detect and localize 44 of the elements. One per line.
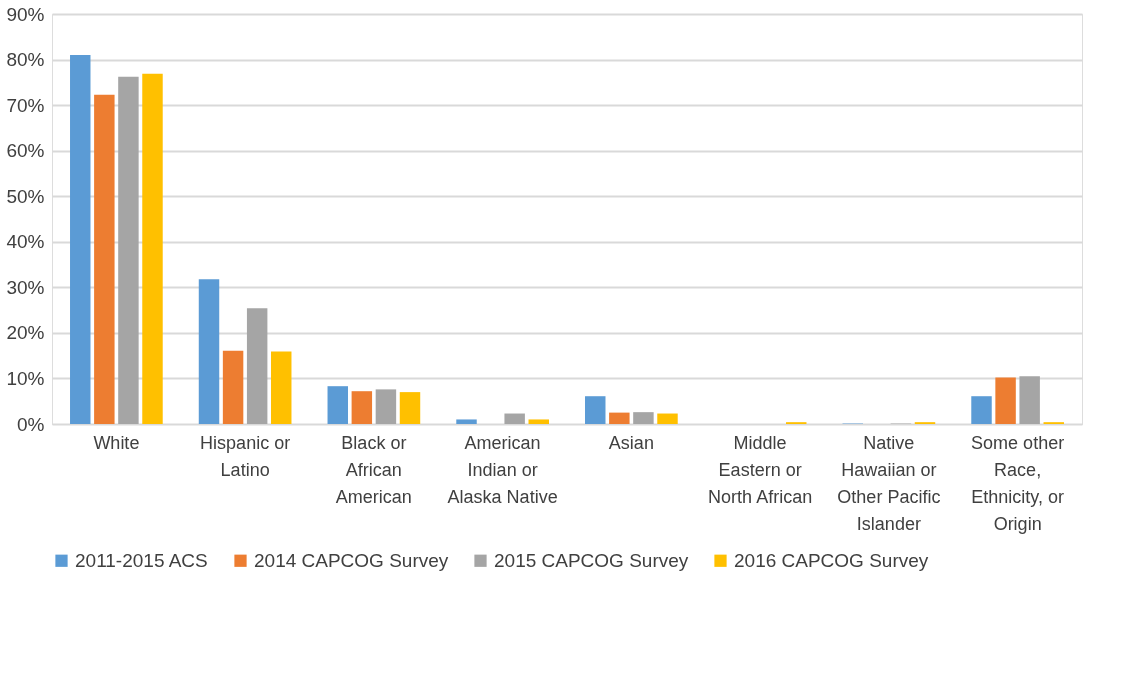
legend-label: 2015 CAPCOG Survey	[494, 549, 689, 571]
bar	[118, 76, 139, 424]
y-tick-label: 70%	[6, 94, 45, 116]
bar	[971, 396, 992, 424]
y-tick-label: 0%	[17, 413, 45, 435]
bar	[995, 377, 1016, 424]
bar	[456, 419, 477, 424]
x-tick-label: Some other Race, Ethnicity, or Origin	[971, 432, 1065, 534]
legend-label: 2011-2015 ACS	[75, 549, 208, 571]
x-tick-label: Middle Eastern or North African	[708, 432, 813, 507]
bar	[271, 351, 292, 424]
bar	[351, 391, 373, 424]
x-tick-label: White	[93, 432, 140, 453]
bar	[375, 389, 397, 424]
bar	[528, 419, 549, 424]
bar	[198, 279, 220, 424]
legend-label: 2016 CAPCOG Survey	[734, 549, 929, 571]
bar	[504, 413, 525, 424]
y-tick-label: 30%	[6, 276, 45, 298]
y-tick-label: 20%	[6, 322, 45, 344]
bar	[633, 412, 654, 424]
x-tick-label: Hispanic or Latino	[200, 432, 291, 480]
y-tick-label: 80%	[6, 49, 45, 71]
legend-label: 2014 CAPCOG Survey	[254, 549, 449, 571]
y-tick-label: 10%	[6, 367, 45, 389]
bar	[142, 73, 163, 424]
y-tick-label: 90%	[6, 3, 45, 25]
bar	[609, 412, 630, 424]
bar	[327, 386, 348, 424]
bar	[657, 413, 678, 424]
y-tick-label: 40%	[6, 231, 45, 253]
x-tick-label: Asian	[608, 432, 654, 453]
x-tick-label: Black or African American	[335, 432, 412, 507]
y-tick-label: 60%	[6, 140, 45, 162]
x-tick-label: Native Hawaiian or Other Pacific Islander	[837, 432, 941, 534]
bar	[399, 392, 421, 424]
bar	[94, 94, 115, 424]
bar	[222, 350, 244, 424]
bar	[246, 308, 268, 424]
bar	[1019, 376, 1040, 424]
bar	[70, 55, 91, 424]
x-tick-label: American Indian or Alaska Native	[447, 432, 558, 507]
bar	[585, 396, 606, 424]
y-tick-label: 50%	[6, 185, 45, 207]
